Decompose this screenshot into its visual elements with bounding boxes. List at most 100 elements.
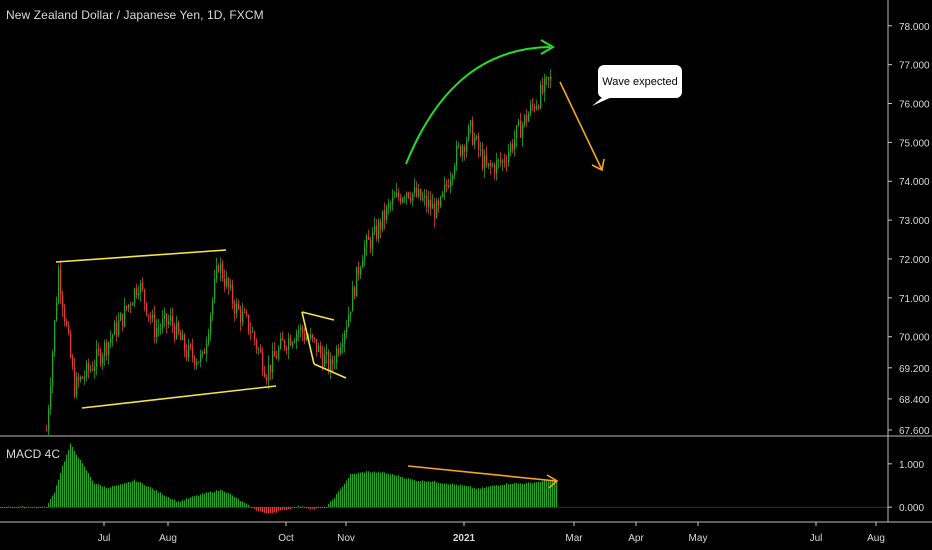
candle-body <box>362 259 364 269</box>
candle-body <box>246 312 248 315</box>
macd-bar <box>258 507 260 512</box>
candle-body <box>496 160 498 174</box>
candle-body <box>488 163 490 166</box>
candle-body <box>104 342 106 357</box>
macd-axis-ticks: 1.000 0.000 <box>888 460 924 514</box>
candle-body <box>50 385 52 409</box>
macd-bar <box>264 507 266 513</box>
candle-body <box>452 175 454 180</box>
candle-body <box>370 239 372 249</box>
candle-body <box>170 315 172 321</box>
macd-bar <box>404 478 406 508</box>
macd-bar <box>144 485 146 508</box>
candle-body <box>322 353 324 367</box>
macd-bar <box>406 478 408 508</box>
macd-bar <box>552 479 554 508</box>
candle-body <box>264 371 266 377</box>
macd-bar <box>184 500 186 508</box>
candle-body <box>406 192 408 199</box>
macd-bar <box>314 507 316 510</box>
candle-body <box>398 192 400 198</box>
macd-bar <box>428 481 430 508</box>
macd-bar <box>170 498 172 508</box>
candle-body <box>468 126 470 141</box>
candle-body <box>196 362 198 366</box>
macd-indicator-label: MACD 4C <box>6 447 61 461</box>
macd-bar <box>154 490 156 508</box>
time-tick-label: Oct <box>278 533 294 544</box>
candle-body <box>418 189 420 197</box>
candle-body <box>358 266 360 275</box>
macd-bar <box>278 507 280 512</box>
macd-bar <box>34 506 36 508</box>
macd-bar <box>132 481 134 508</box>
price-candles <box>46 69 552 436</box>
annotation-lines <box>55 39 614 489</box>
macd-bar <box>16 507 18 508</box>
macd-bar <box>2 507 4 508</box>
macd-bar <box>100 485 102 508</box>
macd-bar <box>58 479 60 508</box>
candle-body <box>180 332 182 341</box>
candle-body <box>100 350 102 364</box>
candle-body <box>162 318 164 328</box>
macd-bar <box>400 476 402 508</box>
candle-body <box>426 195 428 207</box>
macd-bar <box>162 494 164 508</box>
candle-body <box>136 288 138 296</box>
macd-tick-label: 1.000 <box>899 460 924 471</box>
price-tick-label: 77.000 <box>899 61 930 72</box>
macd-bar <box>380 472 382 508</box>
macd-bar <box>532 483 534 508</box>
candle-body <box>346 326 348 333</box>
macd-bar <box>550 480 552 508</box>
macd-bar <box>72 446 74 508</box>
macd-bar <box>50 499 52 508</box>
candle-body <box>186 350 188 358</box>
candle-body <box>472 120 474 145</box>
candle-body <box>110 338 112 343</box>
candle-body <box>330 359 332 371</box>
candle-body <box>350 311 352 315</box>
candle-body <box>332 359 334 364</box>
macd-bar <box>20 506 22 508</box>
macd-bar <box>358 472 360 508</box>
macd-bar <box>334 497 336 508</box>
candle-body <box>306 337 308 341</box>
macd-bar <box>106 487 108 508</box>
candle-body <box>242 311 244 323</box>
macd-bar <box>180 502 182 508</box>
macd-bar <box>14 507 16 508</box>
macd-bar <box>174 499 176 508</box>
macd-bar <box>68 449 70 508</box>
candle-body <box>416 187 418 197</box>
candle-body <box>254 331 256 341</box>
macd-bar <box>292 507 294 508</box>
candle-body <box>352 287 354 312</box>
macd-bar <box>76 454 78 508</box>
wedge-lower-line <box>313 363 347 379</box>
macd-bar <box>260 507 262 512</box>
macd-bar <box>500 485 502 508</box>
macd-bar <box>134 479 136 508</box>
candle-body <box>460 145 462 156</box>
macd-bar <box>136 482 138 508</box>
macd-bar <box>352 473 354 508</box>
macd-bar <box>266 507 268 513</box>
macd-bar <box>362 471 364 508</box>
macd-bar <box>346 480 348 508</box>
candle-body <box>526 115 528 122</box>
candle-body <box>354 287 356 297</box>
macd-bar <box>272 507 274 514</box>
macd-bar <box>306 507 308 509</box>
macd-bar <box>286 507 288 511</box>
candle-body <box>240 309 242 323</box>
macd-bar <box>434 480 436 508</box>
channel-upper-line <box>55 249 227 263</box>
candle-body <box>312 334 314 338</box>
candle-body <box>390 203 392 205</box>
macd-bar <box>6 507 8 509</box>
candle-body <box>88 362 90 371</box>
candle-body <box>128 304 130 309</box>
time-tick-label: Aug <box>159 533 177 544</box>
